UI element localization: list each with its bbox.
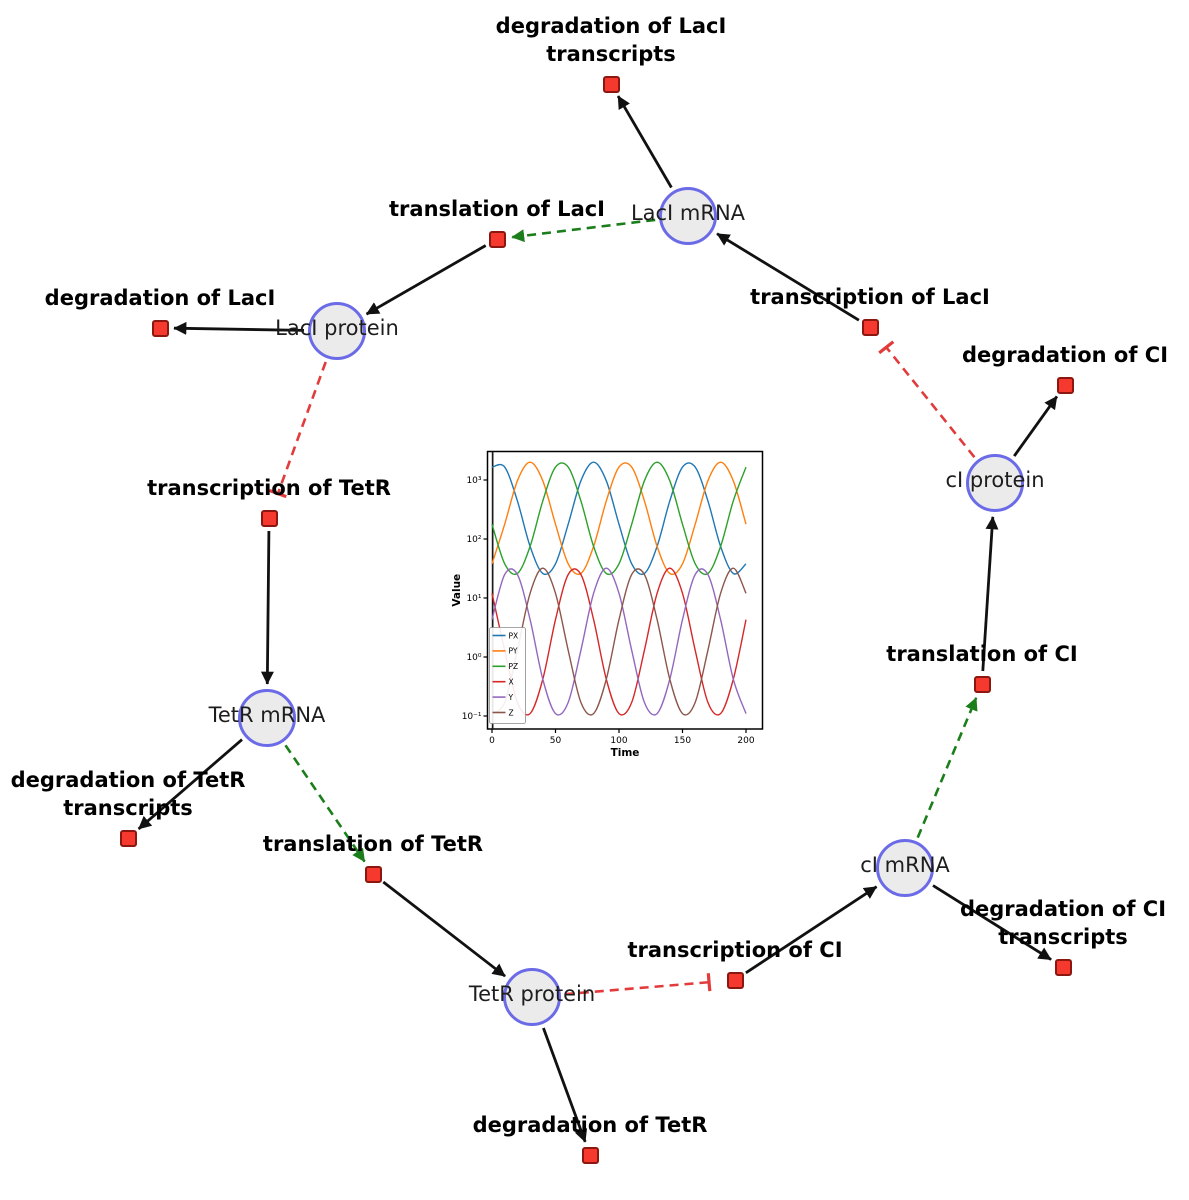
edge-tetr_protein-transcription_of_ci [564, 973, 712, 996]
edge-laci_mrna-translation_of_laci [511, 218, 656, 243]
inhibition-tbar [268, 488, 287, 499]
series-line-PY [491, 461, 747, 576]
species-node-tetr_protein[interactable] [503, 968, 561, 1026]
legend-box [489, 627, 526, 724]
x-tick-label: 50 [550, 736, 562, 746]
y-tick-label: 10³ [466, 476, 481, 486]
legend-label-PX: PX [509, 631, 519, 640]
reaction-node-degradation_of_ci[interactable] [1056, 376, 1074, 394]
edge-ci_mrna-translation_of_ci [916, 697, 978, 839]
edge-transcription_of_ci-ci_mrna [745, 885, 878, 974]
x-axis-label: Time [611, 747, 640, 759]
y-tick-label: 10² [466, 535, 481, 545]
edge-translation_of_ci-ci_protein [981, 516, 999, 672]
edge-laci_protein-transcription_of_tetr [268, 361, 327, 499]
species-node-laci_protein[interactable] [308, 302, 366, 360]
reaction-node-transcription_of_tetr[interactable] [260, 509, 278, 527]
edge-laci_mrna-degradation_of_laci_transcripts [616, 95, 673, 189]
legend-label-Z: Z [509, 708, 514, 717]
inhibition-tbar [878, 340, 895, 355]
reaction-node-degradation_of_ci_transcripts[interactable] [1054, 958, 1072, 976]
species-node-laci_mrna[interactable] [659, 187, 717, 245]
series-line-Z [491, 567, 747, 716]
inhibition-tbar [706, 973, 712, 992]
y-axis-label: Value [451, 574, 463, 607]
edge-laci_protein-degradation_of_laci [173, 321, 305, 335]
edge-translation_of_tetr-tetr_protein [382, 880, 506, 978]
edge-transcription_of_tetr-tetr_mrna [260, 530, 274, 685]
x-tick-label: 200 [737, 736, 754, 746]
edge-tetr_protein-degradation_of_tetr [542, 1027, 588, 1143]
timeseries-plot: 10⁻¹ 10⁰ 10¹ 10² 10³ 0 50 100 150 200 Time Value PX P… [450, 438, 770, 764]
series-line-Y [491, 567, 747, 716]
species-node-tetr_mrna[interactable] [238, 689, 296, 747]
reaction-node-translation_of_ci[interactable] [973, 675, 991, 693]
reaction-node-degradation_of_laci[interactable] [151, 319, 169, 337]
legend-label-PY: PY [509, 647, 518, 656]
edge-ci_mrna-degradation_of_ci_transcripts [932, 884, 1052, 961]
edge-translation_of_laci-laci_protein [365, 244, 487, 316]
species-node-ci_mrna[interactable] [876, 839, 934, 897]
series-line-PX [491, 461, 747, 576]
reaction-node-degradation_of_tetr_transcripts[interactable] [119, 829, 137, 847]
reaction-node-degradation_of_laci_transcripts[interactable] [602, 75, 620, 93]
legend-label-X: X [509, 678, 514, 687]
edge-tetr_mrna-translation_of_tetr [284, 744, 366, 863]
edge-tetr_mrna-degradation_of_tetr_transcripts [137, 738, 243, 830]
series-line-PZ [491, 461, 747, 576]
legend-label-Y: Y [508, 693, 514, 702]
reaction-node-degradation_of_tetr[interactable] [581, 1146, 599, 1164]
x-tick-label: 0 [489, 736, 495, 746]
edge-transcription_of_laci-laci_mrna [716, 232, 860, 322]
edge-ci_protein-degradation_of_ci [1013, 395, 1059, 457]
legend: PX PY PZ XYZ [489, 627, 526, 724]
reaction-node-transcription_of_ci[interactable] [726, 971, 744, 989]
species-node-ci_protein[interactable] [966, 454, 1024, 512]
x-tick-label: 100 [610, 736, 627, 746]
plot-frame [486, 450, 764, 730]
edge-ci_protein-transcription_of_laci [878, 340, 976, 459]
reaction-node-translation_of_tetr[interactable] [364, 865, 382, 883]
legend-label-PZ: PZ [509, 662, 519, 671]
x-tick-label: 150 [674, 736, 691, 746]
y-tick-label: 10¹ [466, 594, 481, 604]
y-tick-label: 10⁰ [466, 653, 481, 663]
y-tick-label: 10⁻¹ [462, 712, 482, 722]
series-line-X [491, 567, 747, 716]
reaction-node-transcription_of_laci[interactable] [861, 318, 879, 336]
reaction-node-translation_of_laci[interactable] [488, 230, 506, 248]
